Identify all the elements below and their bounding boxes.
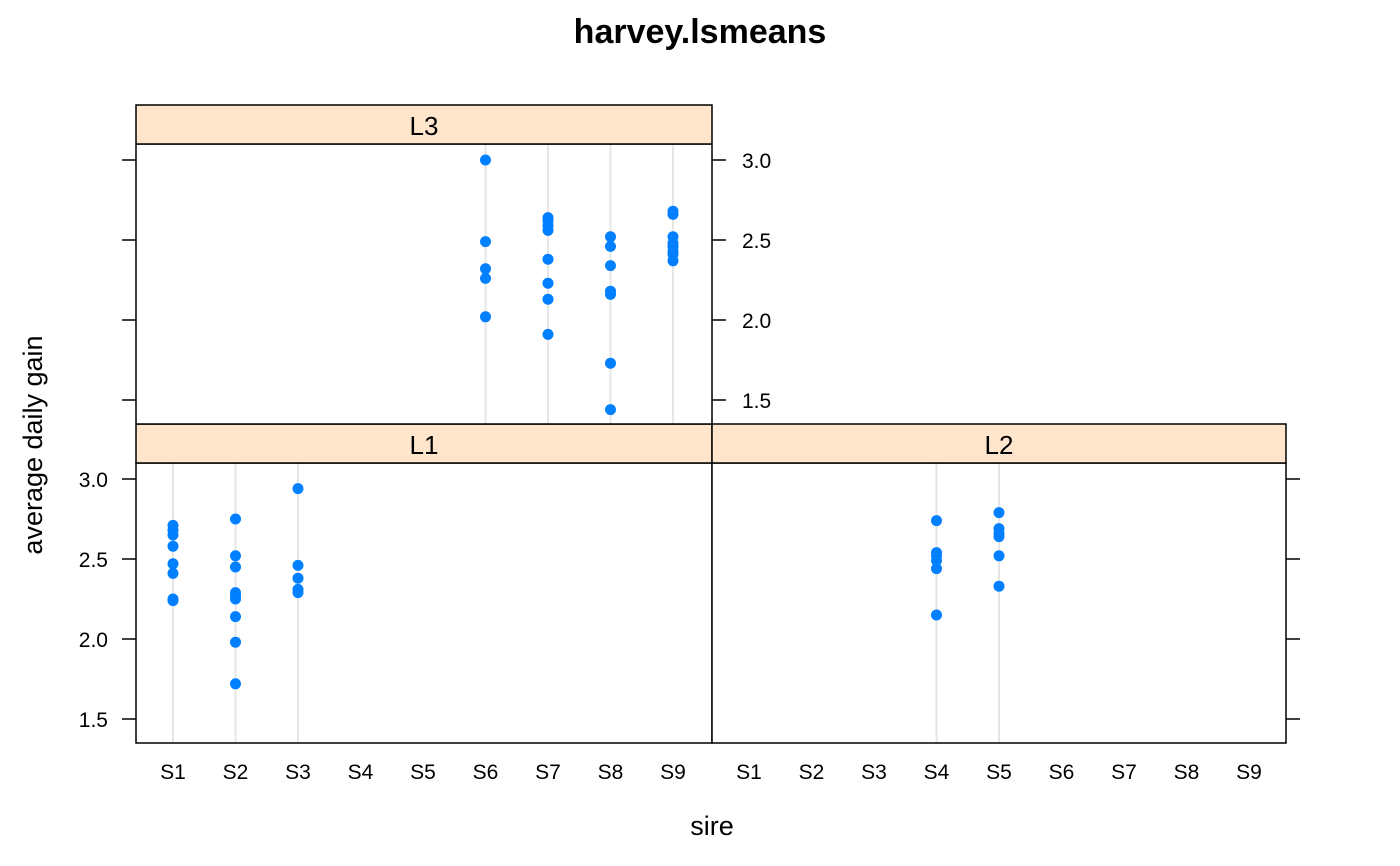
point-l3-s7-10 — [542, 277, 554, 289]
point-l1-s2-16 — [230, 678, 241, 690]
y-tick-label-right-row2-1: 2.0 — [742, 310, 771, 333]
x-tick-label-col2-s9: S9 — [1236, 761, 1262, 784]
panel-l1: L1 — [135, 423, 713, 744]
y-tick-label-left-row1-1: 2.0 — [79, 629, 108, 652]
x-tick-label-col1-s5: S5 — [410, 761, 436, 784]
x-tick-label-col1-s1: S1 — [160, 761, 186, 784]
point-l3-s9-21 — [667, 208, 679, 220]
x-tick-label-col1-s2: S2 — [223, 761, 249, 784]
point-l3-s7-9 — [542, 253, 554, 265]
point-l2-s5-10 — [993, 550, 1005, 562]
y-tick-label-right-row2-2: 2.5 — [742, 230, 771, 253]
point-l1-s3-21 — [292, 587, 304, 599]
point-l1-s2-8 — [230, 513, 241, 525]
panels-layer: L1 L2 L3 1.5 2.0 2.5 3.0 1.5 2.0 2.5 3.0 S1 S2 S3 S4 S5… — [79, 104, 1300, 784]
point-l2-s4-4 — [931, 563, 942, 575]
x-tick-label-col2-s2: S2 — [799, 761, 825, 784]
panel-background-l1 — [136, 463, 712, 743]
point-l3-s6-4 — [480, 311, 491, 323]
x-tick-label-col1-s6: S6 — [473, 761, 499, 784]
point-l3-s6-0 — [480, 154, 491, 166]
y-axis-label: average daily gain — [18, 335, 48, 554]
point-l1-s3-19 — [292, 572, 304, 584]
point-l3-s6-2 — [480, 263, 491, 275]
point-l2-s4-0 — [931, 515, 942, 527]
y-tick-label-right-row2-0: 1.5 — [742, 390, 771, 413]
strip-l3 — [135, 104, 713, 145]
panel-background-l3 — [136, 144, 712, 424]
point-l1-s1-3 — [167, 540, 179, 552]
point-l3-s6-1 — [480, 236, 491, 248]
y-tick-label-left-row1-0: 1.5 — [79, 709, 108, 732]
point-l3-s7-11 — [542, 293, 554, 305]
point-l3-s8-13 — [605, 231, 616, 243]
x-tick-label-col2-s5: S5 — [986, 761, 1012, 784]
y-tick-label-right-row2-3: 3.0 — [742, 150, 771, 173]
chart-title: harvey.lsmeans — [574, 13, 827, 51]
point-l2-s4-3 — [931, 555, 942, 567]
x-tick-label-col2-s7: S7 — [1111, 761, 1137, 784]
y-tick-label-left-row1-2: 2.5 — [79, 549, 108, 572]
point-l1-s3-18 — [292, 559, 304, 571]
x-tick-label-col2-s6: S6 — [1049, 761, 1075, 784]
strip-label-l1: L1 — [410, 430, 439, 460]
x-tick-label-col2-s1: S1 — [736, 761, 762, 784]
point-l3-s8-19 — [605, 404, 616, 416]
point-l3-s7-8 — [542, 224, 554, 236]
point-l3-s9-27 — [667, 255, 679, 267]
point-l1-s2-15 — [230, 636, 241, 648]
point-l3-s7-12 — [542, 328, 554, 340]
x-tick-label-col1-s7: S7 — [535, 761, 561, 784]
x-tick-label-col1-s9: S9 — [660, 761, 686, 784]
point-l1-s1-7 — [167, 595, 179, 607]
point-l2-s5-6 — [993, 507, 1005, 519]
point-l1-s2-14 — [230, 611, 241, 623]
point-l3-s8-15 — [605, 260, 616, 272]
point-l2-s5-9 — [993, 531, 1005, 543]
strip-l1 — [135, 423, 713, 464]
panel-l3: L3 — [135, 104, 713, 425]
point-l1-s2-10 — [230, 561, 241, 573]
point-l2-s4-5 — [931, 609, 942, 621]
x-tick-label-col2-s8: S8 — [1174, 761, 1200, 784]
point-l3-s8-14 — [605, 240, 616, 252]
x-tick-label-col1-s8: S8 — [598, 761, 624, 784]
point-l1-s2-13 — [230, 593, 241, 605]
strip-label-l3: L3 — [410, 111, 439, 141]
x-axis-label: sire — [690, 811, 734, 841]
strip-l2 — [711, 423, 1287, 464]
point-l2-s5-11 — [993, 580, 1005, 592]
point-l1-s3-17 — [292, 483, 304, 495]
y-tick-label-left-row1-3: 3.0 — [79, 469, 108, 492]
point-l1-s1-4 — [167, 558, 179, 570]
point-l3-s6-3 — [480, 272, 491, 284]
strip-label-l2: L2 — [985, 430, 1014, 460]
x-tick-label-col2-s3: S3 — [861, 761, 887, 784]
panel-l2: L2 — [711, 423, 1287, 744]
x-tick-label-col2-s4: S4 — [924, 761, 950, 784]
point-l1-s1-2 — [167, 529, 179, 541]
x-tick-label-col1-s4: S4 — [348, 761, 374, 784]
point-l1-s2-9 — [230, 550, 241, 562]
x-tick-label-col1-s3: S3 — [285, 761, 311, 784]
point-l3-s8-18 — [605, 357, 616, 369]
point-l3-s8-17 — [605, 288, 616, 300]
point-l1-s1-5 — [167, 567, 179, 579]
